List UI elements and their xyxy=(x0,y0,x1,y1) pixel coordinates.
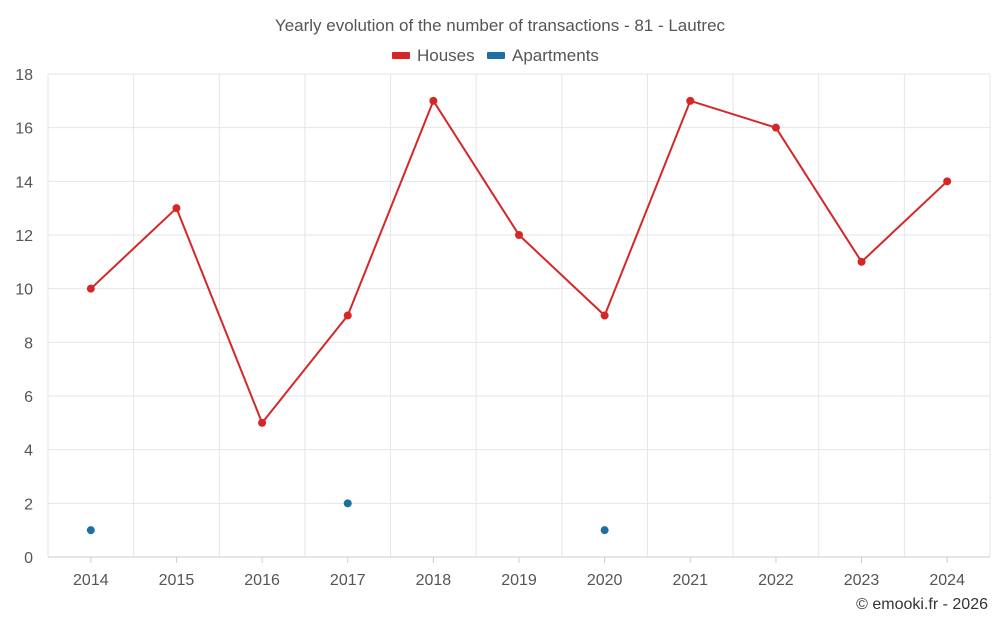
y-tick-label: 6 xyxy=(24,389,33,406)
x-tick-label: 2019 xyxy=(501,572,537,589)
x-tick-label: 2017 xyxy=(330,572,366,589)
series-layer xyxy=(86,96,952,535)
x-tick-label: 2018 xyxy=(416,572,452,589)
data-point-houses-2021[interactable] xyxy=(686,96,695,105)
data-point-apartments-2017[interactable] xyxy=(343,499,352,508)
data-point-houses-2017[interactable] xyxy=(343,311,352,320)
data-point-houses-2019[interactable] xyxy=(515,231,523,239)
x-tick-label: 2014 xyxy=(73,572,109,589)
data-point-houses-2018[interactable] xyxy=(429,96,438,105)
data-point-apartments-2020[interactable] xyxy=(600,526,609,535)
y-tick-label: 16 xyxy=(15,121,33,138)
data-point-houses-2016[interactable] xyxy=(258,418,267,427)
x-tick-label: 2016 xyxy=(244,572,280,589)
legend-swatch-apartments xyxy=(487,52,505,59)
data-point-houses-2020[interactable] xyxy=(600,311,609,320)
data-point-houses-2022[interactable] xyxy=(771,123,780,132)
legend-item-apartments[interactable]: Apartments xyxy=(487,46,599,65)
data-point-houses-2023[interactable] xyxy=(857,257,866,266)
y-tick-label: 2 xyxy=(24,496,33,513)
legend-item-houses[interactable]: Houses xyxy=(392,46,475,65)
series-houses xyxy=(86,96,952,427)
axes: 0 2 4 6 8 10 12 14 16 18 2014 2015 2016 2017 2018 2019 2… xyxy=(15,67,990,589)
y-tick-label: 8 xyxy=(24,335,33,352)
chart-title: Yearly evolution of the number of transa… xyxy=(275,16,726,35)
legend-label-apartments: Apartments xyxy=(512,46,599,65)
data-point-houses-2014[interactable] xyxy=(86,284,95,293)
x-tick-label: 2015 xyxy=(159,572,195,589)
credit-text: © emooki.fr - 2026 xyxy=(856,596,988,613)
y-tick-label: 0 xyxy=(24,550,33,567)
x-tick-label: 2020 xyxy=(587,572,623,589)
legend-swatch-houses xyxy=(392,52,410,59)
legend: Houses Apartments xyxy=(392,46,599,65)
grid-lines xyxy=(47,73,991,557)
y-tick-label: 18 xyxy=(15,67,33,84)
x-tick-label: 2021 xyxy=(672,572,708,589)
x-tick-label: 2024 xyxy=(929,572,965,589)
data-point-houses-2015[interactable] xyxy=(172,204,181,213)
y-tick-label: 12 xyxy=(15,228,33,245)
y-tick-label: 10 xyxy=(15,282,33,299)
legend-label-houses: Houses xyxy=(417,46,475,65)
x-tick-label: 2023 xyxy=(844,572,880,589)
series-apartments xyxy=(86,499,609,535)
data-point-houses-2024[interactable] xyxy=(943,177,952,186)
data-point-apartments-2014[interactable] xyxy=(86,526,95,535)
y-tick-label: 14 xyxy=(15,174,33,191)
x-tick-label: 2022 xyxy=(758,572,794,589)
y-tick-label: 4 xyxy=(24,443,33,460)
